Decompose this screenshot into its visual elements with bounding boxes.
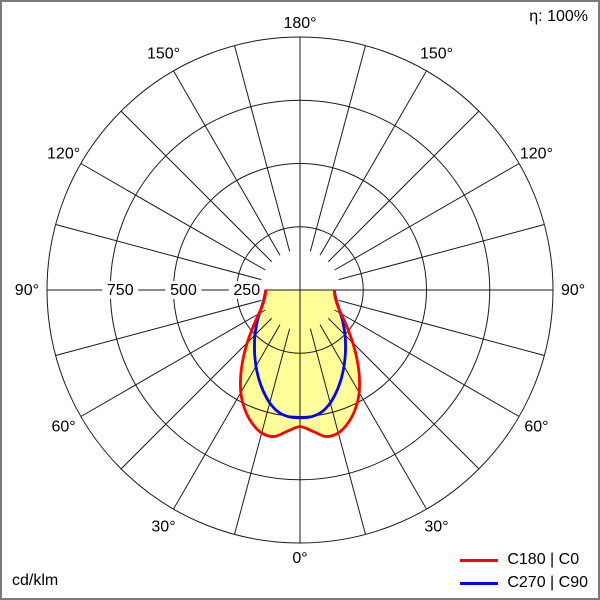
grid-spoke	[120, 110, 273, 263]
radial-tick-label: 250	[233, 282, 260, 299]
angle-label: 180°	[283, 15, 316, 32]
legend-item-c0-c180: C180 | C0	[460, 551, 588, 569]
grid-spoke	[234, 45, 291, 252]
grid-spoke	[55, 299, 262, 356]
radial-tick-bg	[228, 281, 265, 299]
efficiency-label: η: 100%	[529, 8, 588, 25]
radial-tick-bg	[165, 281, 202, 299]
angle-label: 90°	[561, 282, 585, 299]
grid-spoke	[173, 324, 281, 510]
unit-label: cd/klm	[12, 572, 59, 589]
legend-line-red	[460, 558, 499, 562]
legend-item-c90-c270: C270 | C90	[460, 574, 588, 592]
angle-label: 120°	[520, 146, 553, 163]
grid-spoke	[80, 163, 266, 271]
angle-label: 60°	[51, 419, 75, 436]
angle-label: 90°	[15, 282, 39, 299]
legend-label-c90-c270: C270 | C90	[507, 574, 588, 591]
grid-spoke	[173, 70, 281, 256]
radial-tick-bg	[102, 281, 139, 299]
angle-label: 0°	[292, 550, 307, 567]
grid-spoke	[319, 324, 427, 510]
legend-line-blue	[460, 581, 499, 585]
legend-label-c0-c180: C180 | C0	[507, 551, 580, 568]
angle-label: 150°	[147, 46, 180, 63]
grid-spoke	[80, 309, 266, 417]
radial-tick-label: 750	[107, 282, 134, 299]
radial-tick-label: 500	[170, 282, 197, 299]
grid-spoke	[334, 163, 520, 271]
angle-label: 120°	[47, 146, 80, 163]
grid-spoke	[309, 45, 366, 252]
grid-spoke	[234, 328, 291, 535]
angle-label: 30°	[424, 518, 448, 535]
angle-label: 30°	[151, 518, 175, 535]
grid-spoke	[338, 224, 545, 281]
grid-spoke	[319, 70, 427, 256]
grid-spoke	[338, 299, 545, 356]
legend: C180 | C0 C270 | C90	[460, 551, 588, 592]
angle-label: 60°	[524, 419, 548, 436]
angle-label: 150°	[420, 46, 453, 63]
grid-spoke	[55, 224, 262, 281]
grid-spoke	[309, 328, 366, 535]
grid-spoke	[327, 110, 480, 263]
curve-c0-c180	[239, 289, 361, 438]
grid-spoke	[334, 309, 520, 417]
